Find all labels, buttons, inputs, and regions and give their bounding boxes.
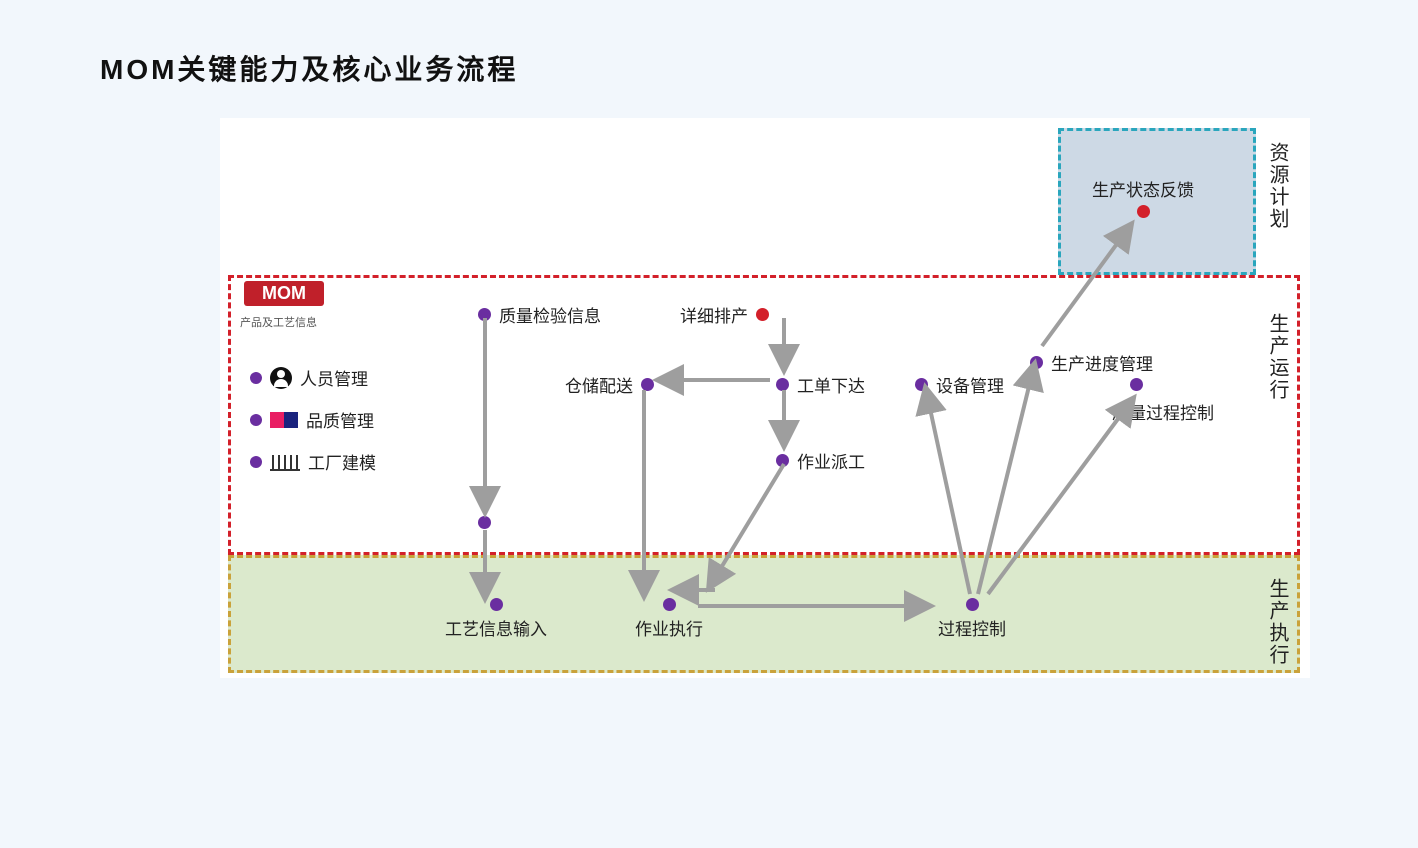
mom-badge: MOM [244,281,324,306]
node-label: 生产状态反馈 [1092,176,1194,201]
legend-label: 品质管理 [306,407,374,432]
dot-icon [641,378,654,391]
node-label: 设备管理 [936,372,1004,397]
page: MOM关键能力及核心业务流程 资源计划 生产运行 生产执行 MOM 产品及工艺信… [0,0,1418,848]
node-label: 作业执行 [635,615,703,640]
node-status-feedback: 生产状态反馈 [1092,176,1194,218]
legend-quality: 品质管理 [250,407,374,432]
page-title: MOM关键能力及核心业务流程 [100,48,518,88]
factory-icon [270,453,300,471]
node-task-exec: 作业执行 [635,598,703,640]
node-quality-process-control: 质量过程控制 [1130,378,1214,424]
node-label: 生产进度管理 [1051,350,1153,375]
dot-icon [478,516,491,529]
dot-icon [756,308,769,321]
dot-icon [776,378,789,391]
dot-icon [1030,356,1043,369]
node-label: 工单下达 [797,372,865,397]
quality-icon [270,412,298,428]
dot-icon [250,414,262,426]
node-progress-mgmt: 生产进度管理 [1030,350,1153,375]
dot-icon [1130,378,1143,391]
node-process-control: 过程控制 [938,598,1006,640]
node-label: 仓储配送 [565,372,633,397]
legend-label: 人员管理 [300,365,368,390]
region-production-run-label: 生产运行 [1265,313,1288,401]
dot-icon [966,598,979,611]
dot-icon [250,372,262,384]
node-label: 质量过程控制 [1112,399,1214,424]
diagram-canvas: 资源计划 生产运行 生产执行 MOM 产品及工艺信息 人员管理 品质管理 工厂建… [220,118,1310,678]
node-device-mgmt: 设备管理 [915,372,1004,397]
dot-icon [776,454,789,467]
region-resource-plan-label: 资源计划 [1265,142,1288,230]
node-label: 作业派工 [797,448,865,473]
node-process-input: 工艺信息输入 [445,598,547,640]
node-mid-dot [478,516,491,529]
dot-icon [250,456,262,468]
node-label: 过程控制 [938,615,1006,640]
node-label: 质量检验信息 [499,302,601,327]
legend-label: 工厂建模 [308,449,376,474]
legend-factory: 工厂建模 [250,449,376,474]
node-warehouse: 仓储配送 [565,372,654,397]
sub-caption: 产品及工艺信息 [240,314,317,330]
node-label: 工艺信息输入 [445,615,547,640]
node-task-dispatch: 作业派工 [776,448,865,473]
region-production-exec [228,555,1300,673]
person-icon [270,367,292,389]
node-label: 详细排产 [680,302,748,327]
legend-personnel: 人员管理 [250,365,368,390]
node-quality-inspect: 质量检验信息 [478,302,601,327]
node-detail-schedule: 详细排产 [680,302,769,327]
dot-icon [1137,205,1150,218]
region-production-exec-label: 生产执行 [1265,578,1288,666]
dot-icon [663,598,676,611]
dot-icon [915,378,928,391]
dot-icon [490,598,503,611]
dot-icon [478,308,491,321]
node-workorder: 工单下达 [776,372,865,397]
